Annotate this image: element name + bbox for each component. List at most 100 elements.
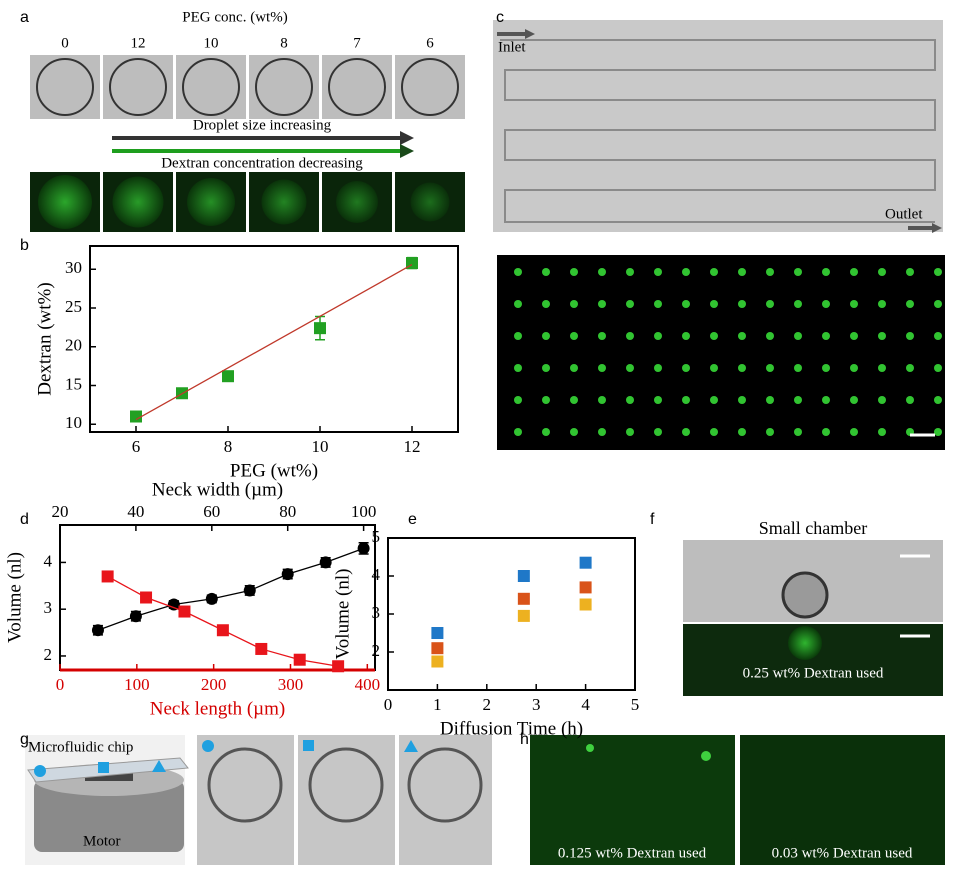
marker <box>205 592 218 605</box>
circle-icon <box>34 765 46 777</box>
y-tick-label: 5 <box>372 527 381 546</box>
droplet <box>112 176 164 228</box>
caption: 0.125 wt% Dextran used <box>558 845 707 861</box>
y-axis-label: Volume (nl) <box>332 569 353 660</box>
marker <box>167 598 180 611</box>
marker <box>255 642 268 655</box>
x-tick-label: 10 <box>312 437 329 456</box>
panel-label: f <box>650 511 655 528</box>
y-tick-label: 3 <box>44 598 53 617</box>
y-axis-label: Volume (nl) <box>4 552 25 643</box>
y-tick-label: 20 <box>65 336 82 355</box>
panel-f-title: Small chamber <box>759 518 867 538</box>
droplet-image <box>249 55 319 119</box>
marker <box>130 410 142 423</box>
panel-label: a <box>20 9 29 26</box>
x-tick-label: 3 <box>532 695 541 714</box>
x-tick-label: 0 <box>384 695 393 714</box>
x2-tick-label: 20 <box>52 502 69 521</box>
droplet-image <box>176 55 246 119</box>
conc-label: 6 <box>426 35 434 51</box>
marker <box>243 584 256 597</box>
spot <box>701 751 711 761</box>
droplet <box>36 58 94 116</box>
motor-label: Motor <box>83 833 121 849</box>
droplet <box>255 58 313 116</box>
x-axis-label: Neck length (µm) <box>150 698 285 719</box>
chamber-images <box>197 735 492 865</box>
y-tick-label: 10 <box>65 413 82 432</box>
triangle-icon <box>152 760 166 772</box>
y-tick-label: 15 <box>65 374 82 393</box>
x-tick-label: 100 <box>124 675 150 694</box>
marker <box>216 624 229 637</box>
x-tick-label: 5 <box>631 695 640 714</box>
droplet <box>336 181 378 223</box>
marker <box>517 609 530 622</box>
panel-label: g <box>20 731 29 748</box>
line <box>107 575 339 667</box>
inlet-label: Inlet <box>498 39 526 55</box>
fluorescent-array <box>497 255 945 450</box>
plot-frame <box>387 537 636 691</box>
chamber <box>308 747 384 823</box>
marker <box>101 570 114 583</box>
droplet <box>109 58 167 116</box>
droplet <box>781 571 829 619</box>
fluorescent-image <box>530 735 735 865</box>
caption: 0.03 wt% Dextran used <box>772 845 913 861</box>
y-tick-label: 2 <box>372 641 381 660</box>
x-tick-label: 1 <box>433 695 442 714</box>
x2-tick-label: 80 <box>279 502 296 521</box>
marker <box>319 556 332 569</box>
panel-label: b <box>20 237 29 254</box>
marker <box>140 591 153 604</box>
square-icon <box>303 740 314 751</box>
chamber <box>407 747 483 823</box>
circle-icon <box>202 740 214 752</box>
x2-axis-label: Neck width (µm) <box>152 479 283 500</box>
marker <box>222 370 234 383</box>
x2-tick-label: 100 <box>351 502 377 521</box>
outlet-label: Outlet <box>885 206 923 222</box>
conc-label: 12 <box>131 35 146 51</box>
chamber <box>207 747 283 823</box>
panel-label: c <box>496 9 504 26</box>
x2-tick-label: 40 <box>127 502 144 521</box>
marker <box>517 570 530 582</box>
marker <box>579 556 592 569</box>
square-icon <box>98 762 109 773</box>
droplet <box>401 58 459 116</box>
y-tick-label: 3 <box>372 603 381 622</box>
line <box>135 264 413 421</box>
triangle-icon <box>404 740 418 752</box>
marker <box>431 627 444 639</box>
x-tick-label: 400 <box>355 675 381 694</box>
droplet <box>788 626 822 660</box>
arrow-label: Droplet size increasing <box>193 117 332 133</box>
x-tick-label: 12 <box>404 437 421 456</box>
x-tick-label: 8 <box>224 437 233 456</box>
line <box>97 547 364 631</box>
y-tick-label: 2 <box>44 645 53 664</box>
arrow-head <box>400 131 414 145</box>
conc-label: 7 <box>353 35 361 51</box>
y-tick-label: 30 <box>65 258 82 277</box>
x-tick-label: 6 <box>132 437 141 456</box>
marker <box>357 542 370 555</box>
marker <box>579 581 592 594</box>
conc-label: 8 <box>280 35 288 51</box>
x-axis-label: Diffusion Time (h) <box>440 718 583 739</box>
panel-label: d <box>20 511 29 528</box>
droplet-image <box>103 55 173 119</box>
droplet-image <box>395 55 465 119</box>
arrow-head <box>932 223 942 233</box>
droplet <box>410 182 450 222</box>
y-axis-label: Dextran (wt%) <box>34 282 55 395</box>
chip-image <box>493 20 943 232</box>
panel-label: e <box>408 511 417 528</box>
channels <box>500 39 936 223</box>
panel-label: h <box>520 731 529 748</box>
plot-frame <box>89 245 459 433</box>
